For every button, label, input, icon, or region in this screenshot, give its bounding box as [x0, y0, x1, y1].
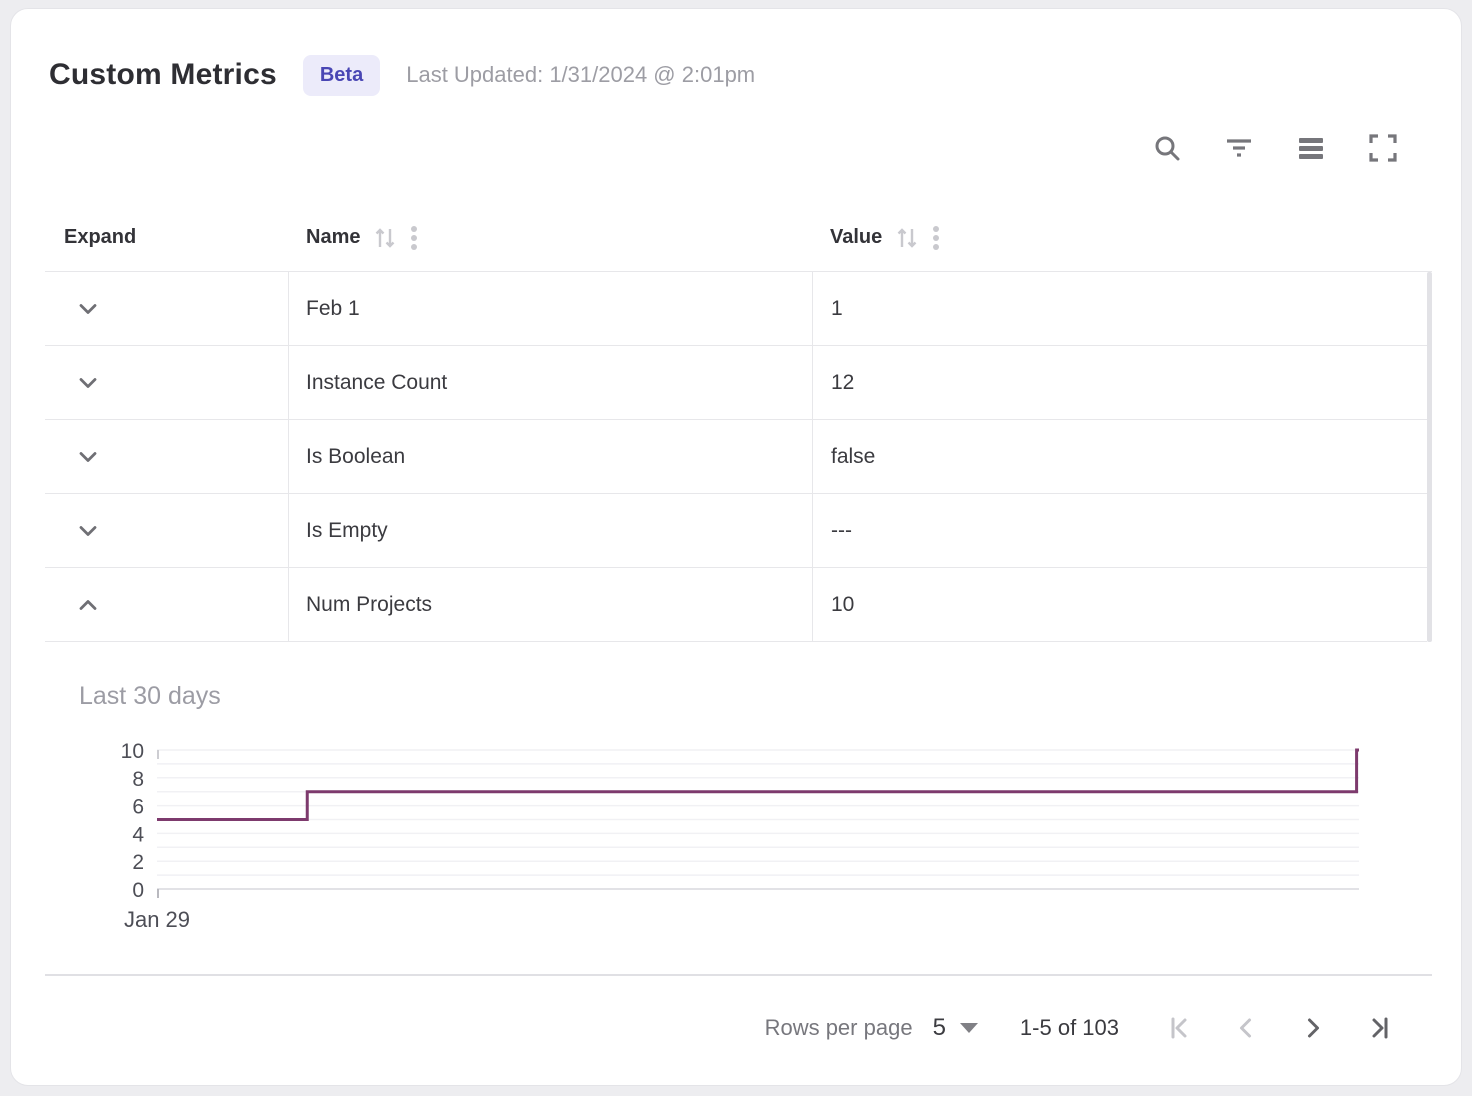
- chart-title: Last 30 days: [79, 682, 221, 710]
- metric-name-cell: Is Boolean: [289, 420, 813, 493]
- next-page-button[interactable]: [1298, 1013, 1328, 1043]
- chevron-down-icon: [79, 451, 97, 462]
- last-page-button[interactable]: [1365, 1013, 1395, 1043]
- metric-value-cell: 12: [831, 370, 855, 394]
- page-title: Custom Metrics: [49, 58, 277, 91]
- custom-metrics-card: Custom Metrics Beta Last Updated: 1/31/2…: [10, 8, 1462, 1086]
- page-header: Custom Metrics Beta Last Updated: 1/31/2…: [11, 9, 1461, 99]
- filter-icon[interactable]: [1223, 132, 1255, 164]
- chevron-down-icon: [79, 599, 97, 610]
- column-header-expand: Expand: [45, 204, 289, 271]
- metric-name-cell: Is Empty: [289, 494, 813, 567]
- metrics-table: Expand Name Value: [45, 204, 1432, 642]
- rows-per-page-value: 5: [932, 1013, 946, 1041]
- search-icon[interactable]: [1151, 132, 1183, 164]
- svg-text:4: 4: [132, 823, 144, 846]
- caret-down-icon: [959, 1022, 978, 1033]
- column-header-name[interactable]: Name: [289, 204, 813, 271]
- metric-value-cell: ---: [831, 518, 852, 542]
- fullscreen-icon[interactable]: [1367, 132, 1399, 164]
- table-row: Feb 1 1: [45, 272, 1427, 346]
- metric-value-cell: 10: [831, 592, 855, 616]
- column-menu-icon[interactable]: [932, 224, 940, 252]
- previous-page-button[interactable]: [1231, 1013, 1261, 1043]
- svg-text:2: 2: [132, 851, 144, 874]
- column-header-expand-label: Expand: [64, 226, 137, 248]
- metric-name-cell: Feb 1: [289, 272, 813, 345]
- column-header-value-label: Value: [830, 226, 883, 248]
- beta-badge: Beta: [302, 54, 381, 96]
- metric-value-cell: 1: [831, 296, 843, 320]
- rows-per-page-select[interactable]: 5: [933, 1014, 978, 1042]
- column-menu-icon[interactable]: [410, 224, 418, 252]
- first-page-button[interactable]: [1164, 1013, 1194, 1043]
- table-header-row: Expand Name Value: [45, 204, 1432, 272]
- chevron-down-icon: [79, 377, 97, 388]
- rows-per-page-label: Rows per page: [764, 1014, 913, 1040]
- pagination-footer: Rows per page 5 1-5 of 103: [45, 974, 1432, 1085]
- table-row: Is Boolean false: [45, 420, 1427, 494]
- svg-text:6: 6: [132, 796, 144, 819]
- last-updated-text: Last Updated: 1/31/2024 @ 2:01pm: [406, 62, 756, 87]
- density-icon[interactable]: [1295, 132, 1327, 164]
- pagination-controls: [1164, 1013, 1395, 1043]
- sort-icon[interactable]: [895, 225, 919, 251]
- vertical-scrollbar[interactable]: [1427, 272, 1432, 642]
- expand-row-button[interactable]: [73, 516, 103, 546]
- metric-name-cell: Instance Count: [289, 346, 813, 419]
- column-header-name-label: Name: [306, 226, 361, 248]
- table-row: Is Empty ---: [45, 494, 1427, 568]
- table-row: Num Projects 10: [45, 568, 1427, 642]
- chevron-down-icon: [79, 303, 97, 314]
- expand-row-button[interactable]: [73, 294, 103, 324]
- table-body: Feb 1 1 Instance Count 12 Is Boolean fal…: [45, 272, 1427, 642]
- column-header-value[interactable]: Value: [813, 204, 1432, 271]
- expand-row-button[interactable]: [73, 442, 103, 472]
- svg-text:8: 8: [132, 768, 144, 791]
- metric-value-cell: false: [831, 444, 876, 468]
- svg-text:Jan 29: Jan 29: [124, 907, 190, 932]
- expand-row-button[interactable]: [73, 368, 103, 398]
- chevron-left-icon: [1240, 1018, 1251, 1037]
- chevron-down-icon: [79, 525, 97, 536]
- svg-text:10: 10: [121, 740, 144, 763]
- grid-toolbar: [11, 132, 1461, 164]
- last-page-icon: [1372, 1017, 1388, 1038]
- metric-history-chart: 0 2 4 6 8 10 Jan 29: [121, 740, 1359, 932]
- collapse-row-button[interactable]: [73, 590, 103, 620]
- metric-name-cell: Num Projects: [289, 568, 813, 641]
- first-page-icon: [1171, 1017, 1187, 1038]
- expanded-row-detail-panel: Last 30 days 0 2 4 6 8 10 Jan 29: [11, 642, 1461, 974]
- sort-icon[interactable]: [373, 225, 397, 251]
- table-row: Instance Count 12: [45, 346, 1427, 420]
- chevron-right-icon: [1308, 1018, 1319, 1037]
- pagination-range-label: 1-5 of 103: [1019, 1014, 1119, 1040]
- svg-text:0: 0: [132, 879, 144, 902]
